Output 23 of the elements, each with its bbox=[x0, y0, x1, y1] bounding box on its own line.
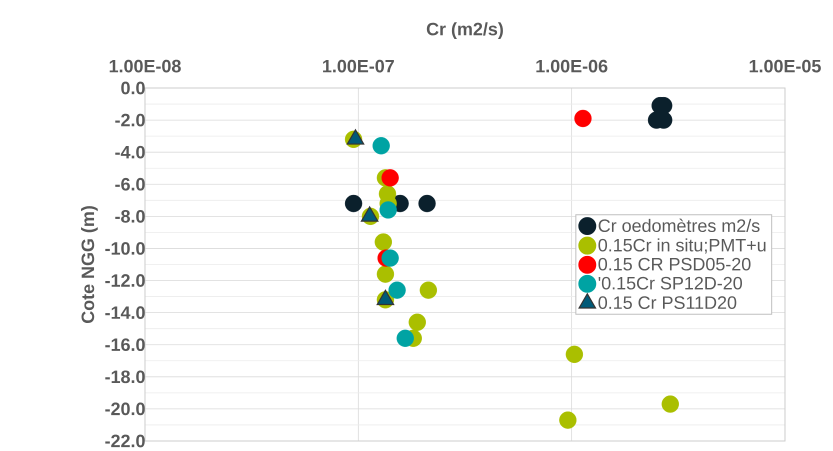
legend-label: Cr oedomètres m2/s bbox=[598, 218, 760, 232]
y-tick-label: -6.0 bbox=[115, 178, 145, 191]
x-axis-title: Cr (m2/s) bbox=[426, 22, 503, 40]
legend-label: 0.15 Cr PS11D20 bbox=[598, 296, 736, 310]
y-tick-label: -22.0 bbox=[105, 434, 145, 448]
y-tick-label: -8.0 bbox=[115, 210, 145, 223]
y-tick-label: -4.0 bbox=[115, 146, 145, 159]
y-tick-label: -18.0 bbox=[105, 370, 145, 384]
x-tick-label: 1.00E-05 bbox=[750, 60, 821, 73]
y-axis-title: Cote NGG (m) bbox=[81, 206, 98, 324]
legend-label: 0.15 CR PSD05-20 bbox=[598, 258, 751, 271]
y-tick-label: -20.0 bbox=[105, 402, 145, 416]
y-tick-label: -12.0 bbox=[105, 274, 145, 288]
legend-label: '0.15Cr SP12D-20 bbox=[598, 276, 742, 290]
x-tick-label: 1.00E-08 bbox=[110, 60, 181, 73]
y-tick-label: -10.0 bbox=[105, 242, 145, 255]
x-tick-label: 1.00E-07 bbox=[323, 60, 394, 73]
y-tick-label: -16.0 bbox=[105, 338, 145, 352]
y-tick-label: -14.0 bbox=[105, 306, 145, 320]
x-tick-label: 1.00E-06 bbox=[536, 60, 608, 73]
legend-label: 0.15Cr in situ;PMT+u bbox=[598, 238, 766, 254]
y-tick-label: 0.0 bbox=[121, 82, 145, 95]
y-tick-label: -2.0 bbox=[115, 114, 145, 127]
